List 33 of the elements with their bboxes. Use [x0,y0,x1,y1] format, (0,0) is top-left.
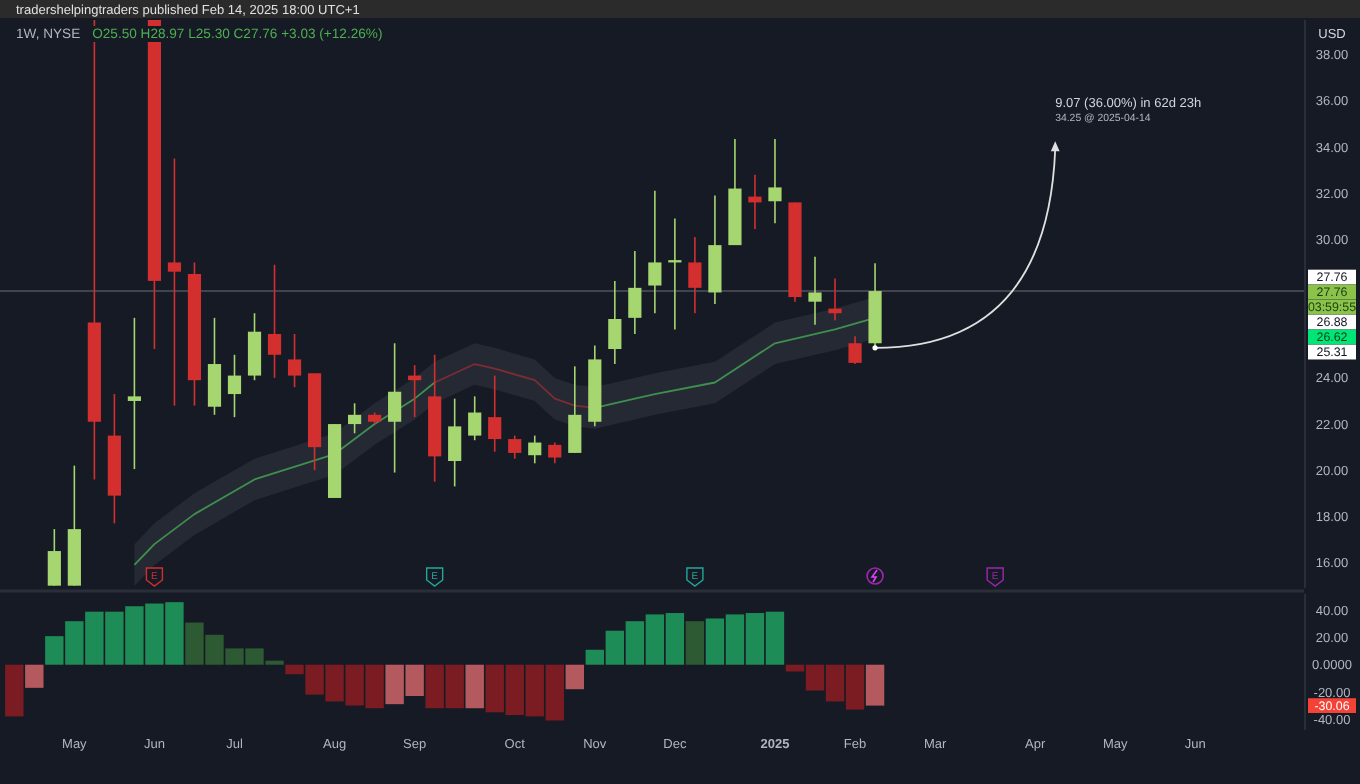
candlestick [568,365,582,454]
bar [865,664,885,706]
candlestick [508,434,522,460]
candlestick [628,250,642,335]
candlestick [227,354,242,418]
bar [565,664,584,690]
candlestick [528,434,542,465]
candlestick [468,395,482,442]
candlestick [768,138,782,224]
candlestick [548,441,562,465]
candlestick [247,312,262,381]
candlestick [488,374,502,453]
candlestick [348,402,362,435]
candlestick [808,255,822,326]
candlestick [708,194,722,305]
bar [5,664,24,717]
candlestick [748,173,762,230]
candlestick [848,335,862,365]
candlestick [608,280,622,365]
candlestick [648,190,662,315]
candlestick [267,263,282,379]
candlestick [287,333,302,388]
candlestick [127,317,141,470]
bar [25,664,44,688]
candlestick [448,397,462,488]
candlestick [688,236,702,315]
candlestick [167,157,182,407]
candlestick [207,317,222,416]
candlestick [828,277,842,321]
candlestick [47,528,61,587]
bar [685,621,705,665]
bar [465,664,484,709]
candlestick [388,342,402,474]
